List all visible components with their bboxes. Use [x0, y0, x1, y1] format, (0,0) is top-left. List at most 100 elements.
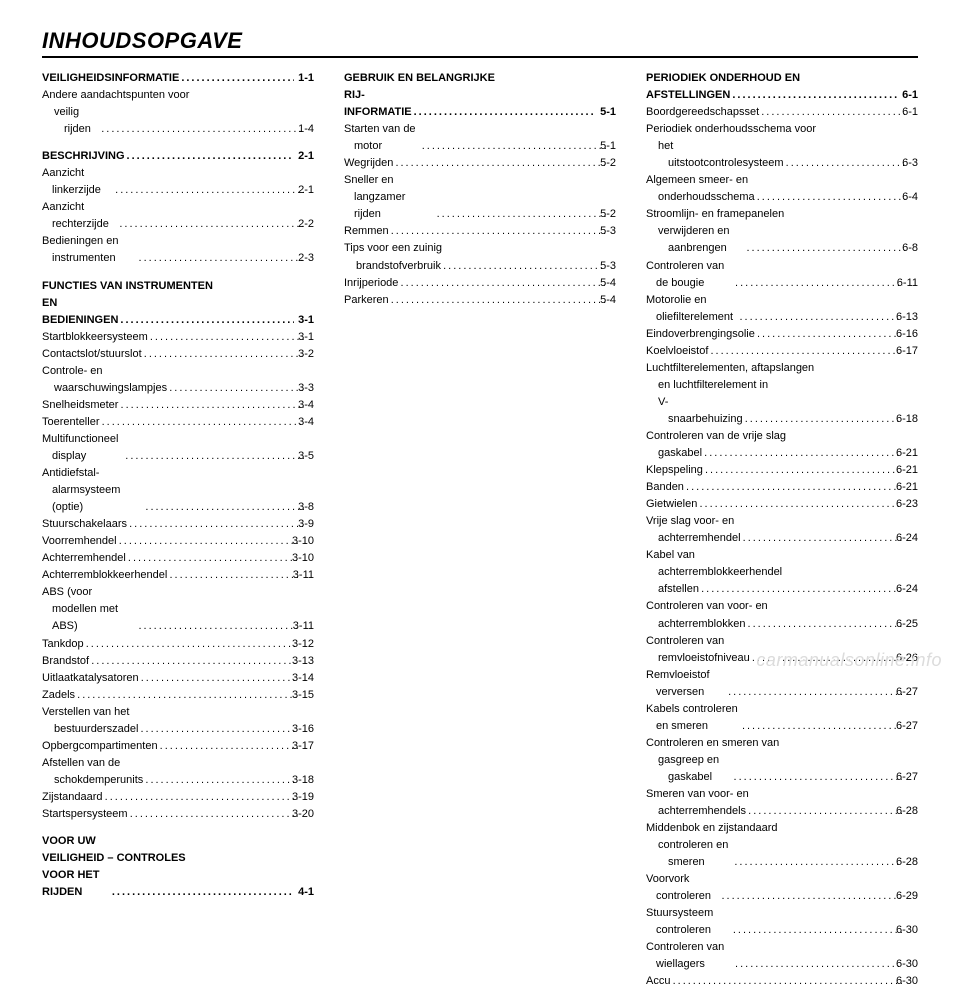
toc-entry-label: waarschuwingslampjes — [64, 380, 167, 397]
toc-chapter: FUNCTIES VAN INSTRUMENTENEN BEDIENINGEN.… — [42, 278, 314, 824]
toc-chapter: VEILIGHEIDSINFORMATIE...................… — [42, 70, 314, 138]
toc-entry: Stuursysteem controleren................… — [646, 905, 918, 939]
toc-entry-label: afstellen — [668, 581, 699, 598]
toc-chapter-heading: FUNCTIES VAN INSTRUMENTEN — [42, 278, 314, 295]
toc-chapter-heading: VOOR HET RIJDEN.........................… — [42, 867, 314, 901]
toc-entry-label: Sneller en langzamer rijden — [354, 172, 435, 223]
toc-entry-label: Boordgereedschapsset — [656, 104, 759, 121]
toc-entry: Stuurschakelaars........................… — [42, 516, 314, 533]
toc-entry-label: schokdemperunits — [64, 772, 143, 789]
toc-entry: Stroomlijn- en framepanelen — [646, 206, 918, 223]
toc-chapter-heading: AFSTELLINGEN............................… — [646, 87, 918, 104]
toc-entry-label: ABS (voor modellen met ABS) — [52, 584, 136, 635]
toc-leader: ........................................… — [697, 496, 902, 513]
toc-leader: ........................................… — [702, 445, 902, 462]
toc-entry-label: Koelvloeistof — [656, 343, 708, 360]
toc-entry: Motorolie en oliefilterelement..........… — [646, 292, 918, 326]
toc-leader: ........................................… — [103, 789, 298, 806]
toc-leader: ........................................… — [139, 670, 298, 687]
toc-entry: Vrije slag voor- en — [646, 513, 918, 530]
toc-leader: ........................................… — [179, 70, 294, 87]
toc-leader: ........................................… — [117, 216, 304, 233]
toc-entry-label: Stuursysteem controleren — [656, 905, 731, 939]
toc-entry-label: Remmen — [354, 223, 389, 240]
toc-leader: ........................................… — [113, 182, 304, 199]
toc-entry: Sneller en langzamer rijden.............… — [344, 172, 616, 223]
toc-entry-label: Algemeen smeer- en — [656, 172, 748, 189]
toc-entry-page: 6-28 — [902, 803, 918, 820]
toc-leader: ........................................… — [784, 155, 909, 172]
toc-leader: ........................................… — [125, 148, 295, 165]
toc-leader: ........................................… — [733, 275, 903, 292]
toc-entry-label: V-snaarbehuizing — [668, 394, 743, 428]
toc-entry: Toerenteller............................… — [42, 414, 314, 431]
toc-entry-label: Afstellen van de — [52, 755, 120, 772]
toc-entry-label: Middenbok en zijstandaard — [656, 820, 777, 837]
toc-entry: Eindoverbrengingsolie...................… — [646, 326, 918, 343]
toc-entry-label: Achterremhendel — [52, 550, 126, 567]
toc-leader: ........................................… — [142, 346, 304, 363]
toc-entry: Kabel van — [646, 547, 918, 564]
toc-leader: ........................................… — [731, 922, 902, 939]
toc-entry-label: Controleren van voor- en — [656, 598, 768, 615]
toc-entry-label: Kabel van — [656, 547, 695, 564]
toc-entry-label: het uitstootcontrolesysteem — [668, 138, 784, 172]
table-of-contents: VEILIGHEIDSINFORMATIE...................… — [42, 70, 918, 991]
toc-leader: ........................................… — [143, 499, 304, 516]
toc-entry-page: 2-1 — [294, 148, 314, 165]
toc-heading-label: VEILIGHEID – CONTROLES — [42, 850, 186, 867]
toc-entry-page: 6-28 — [902, 854, 918, 871]
toc-heading-label: VOOR UW — [42, 833, 96, 850]
toc-entry-page: 6-18 — [902, 411, 918, 428]
toc-leader: ........................................… — [719, 888, 902, 905]
toc-entry: Antidiefstal-alarmsysteem (optie).......… — [42, 465, 314, 516]
toc-entry-label: Andere aandachtspunten voor — [52, 87, 189, 104]
toc-entry-label: Motorolie en oliefilterelement — [656, 292, 737, 326]
toc-entry-label: Starten van de motor — [354, 121, 420, 155]
toc-entry-page: 2-1 — [304, 182, 314, 199]
toc-entry-page: 6-30 — [902, 956, 918, 973]
toc-entry-label: Luchtfilterelementen, aftapslangen — [656, 360, 814, 377]
toc-entry: Middenbok en zijstandaard — [646, 820, 918, 837]
toc-entry: Snelheidsmeter..........................… — [42, 397, 314, 414]
toc-entry: Wegrijden...............................… — [344, 155, 616, 172]
toc-leader: ........................................… — [84, 636, 298, 653]
toc-entry: Andere aandachtspunten voor — [42, 87, 314, 104]
toc-entry-page: 3-10 — [298, 533, 314, 550]
toc-entry-page: 2-2 — [304, 216, 314, 233]
toc-entry-page: 5-3 — [606, 223, 616, 240]
toc-entry: gaskabel................................… — [646, 445, 918, 462]
watermark: carmanualsonline.info — [756, 650, 942, 671]
toc-entry: Controleren van voor- en — [646, 598, 918, 615]
toc-entry: Inrijperiode............................… — [344, 275, 616, 292]
toc-leader: ........................................… — [726, 684, 902, 701]
toc-entry-page: 3-19 — [298, 789, 314, 806]
toc-entry: Periodiek onderhoudsschema voor — [646, 121, 918, 138]
toc-entry-label: Controleren van — [656, 633, 724, 650]
toc-entry-label: Bedieningen en instrumenten — [52, 233, 136, 267]
toc-chapter-heading: RIJ-INFORMATIE..........................… — [344, 87, 616, 121]
toc-entry-page: 6-1 — [898, 87, 918, 104]
toc-leader: ........................................… — [99, 121, 304, 138]
toc-entry: Aanzicht linkerzijde....................… — [42, 165, 314, 199]
toc-entry: Controleren van — [646, 633, 918, 650]
toc-entry: Gietwielen..............................… — [646, 496, 918, 513]
toc-entry: Voorvork controleren....................… — [646, 871, 918, 905]
toc-leader: ........................................… — [730, 87, 898, 104]
toc-entry-label: Banden — [656, 479, 684, 496]
toc-entry-page: 3-16 — [298, 721, 314, 738]
toc-chapter: GEBRUIK EN BELANGRIJKERIJ-INFORMATIE....… — [344, 70, 616, 309]
toc-leader: ........................................… — [117, 533, 298, 550]
toc-entry-page: 6-29 — [902, 888, 918, 905]
toc-entry: Accu....................................… — [646, 973, 918, 990]
toc-entry-label: Vrije slag voor- en — [656, 513, 734, 530]
toc-entry-label: Stuurschakelaars — [52, 516, 127, 533]
toc-entry-label: Snelheidsmeter — [52, 397, 118, 414]
toc-entry-page: 3-11 — [299, 567, 314, 584]
toc-entry-label: achterremhendel — [668, 530, 741, 547]
toc-entry-label: Controleren van wiellagers — [656, 939, 733, 973]
toc-entry-label: Voorremhendel — [52, 533, 117, 550]
toc-entry-page: 3-5 — [304, 448, 314, 465]
toc-chapter-heading: VEILIGHEID – CONTROLES — [42, 850, 314, 867]
toc-entry-page: 3-1 — [304, 329, 314, 346]
